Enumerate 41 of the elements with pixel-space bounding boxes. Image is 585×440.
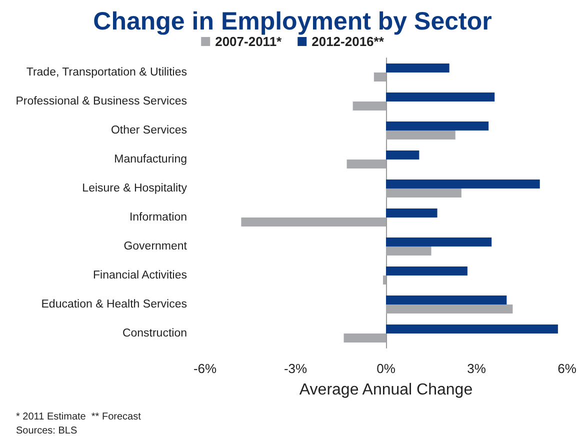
y-tick-label: Manufacturing xyxy=(114,154,187,166)
bar xyxy=(374,72,386,82)
bar xyxy=(386,130,456,140)
bar xyxy=(241,218,386,226)
y-tick-label: Leisure & Hospitality xyxy=(82,182,188,194)
x-tick-label: 6% xyxy=(558,361,577,376)
legend-label: 2012-2016** xyxy=(312,34,385,49)
bar xyxy=(386,122,489,130)
x-axis-title: Average Annual Change xyxy=(299,382,473,398)
legend-label: 2007-2011* xyxy=(215,34,283,49)
y-tick-label: Financial Activities xyxy=(93,270,188,282)
bar xyxy=(386,296,507,304)
y-tick-label: Education & Health Services xyxy=(41,298,188,310)
source-note: Sources: BLS xyxy=(16,426,78,436)
x-tick-label: 3% xyxy=(467,361,486,376)
bar xyxy=(386,92,495,102)
bar xyxy=(344,334,386,342)
bar xyxy=(386,246,432,256)
bar xyxy=(382,276,386,284)
x-tick-label: 0% xyxy=(376,361,396,376)
bar xyxy=(386,150,420,160)
chart-title: Change in Employment by Sector xyxy=(93,8,492,36)
bar xyxy=(386,208,438,218)
x-tick-label: -3% xyxy=(284,361,308,376)
bar xyxy=(386,238,492,246)
bar xyxy=(386,324,558,334)
y-tick-label: Government xyxy=(124,240,188,252)
bar xyxy=(346,160,386,168)
bar xyxy=(386,180,540,188)
y-tick-label: Construction xyxy=(122,328,187,340)
bar xyxy=(386,304,513,314)
bar xyxy=(386,188,462,198)
y-tick-label: Professional & Business Services xyxy=(16,96,188,108)
bar xyxy=(352,102,386,110)
y-tick-label: Information xyxy=(129,212,187,224)
x-tick-label: -6% xyxy=(193,361,217,376)
y-tick-label: Trade, Transportation & Utilities xyxy=(26,66,188,78)
y-tick-label: Other Services xyxy=(110,124,188,136)
bar xyxy=(386,64,450,72)
bar xyxy=(386,266,468,276)
text: * 2011 Estimate ** Forecast xyxy=(16,412,142,422)
